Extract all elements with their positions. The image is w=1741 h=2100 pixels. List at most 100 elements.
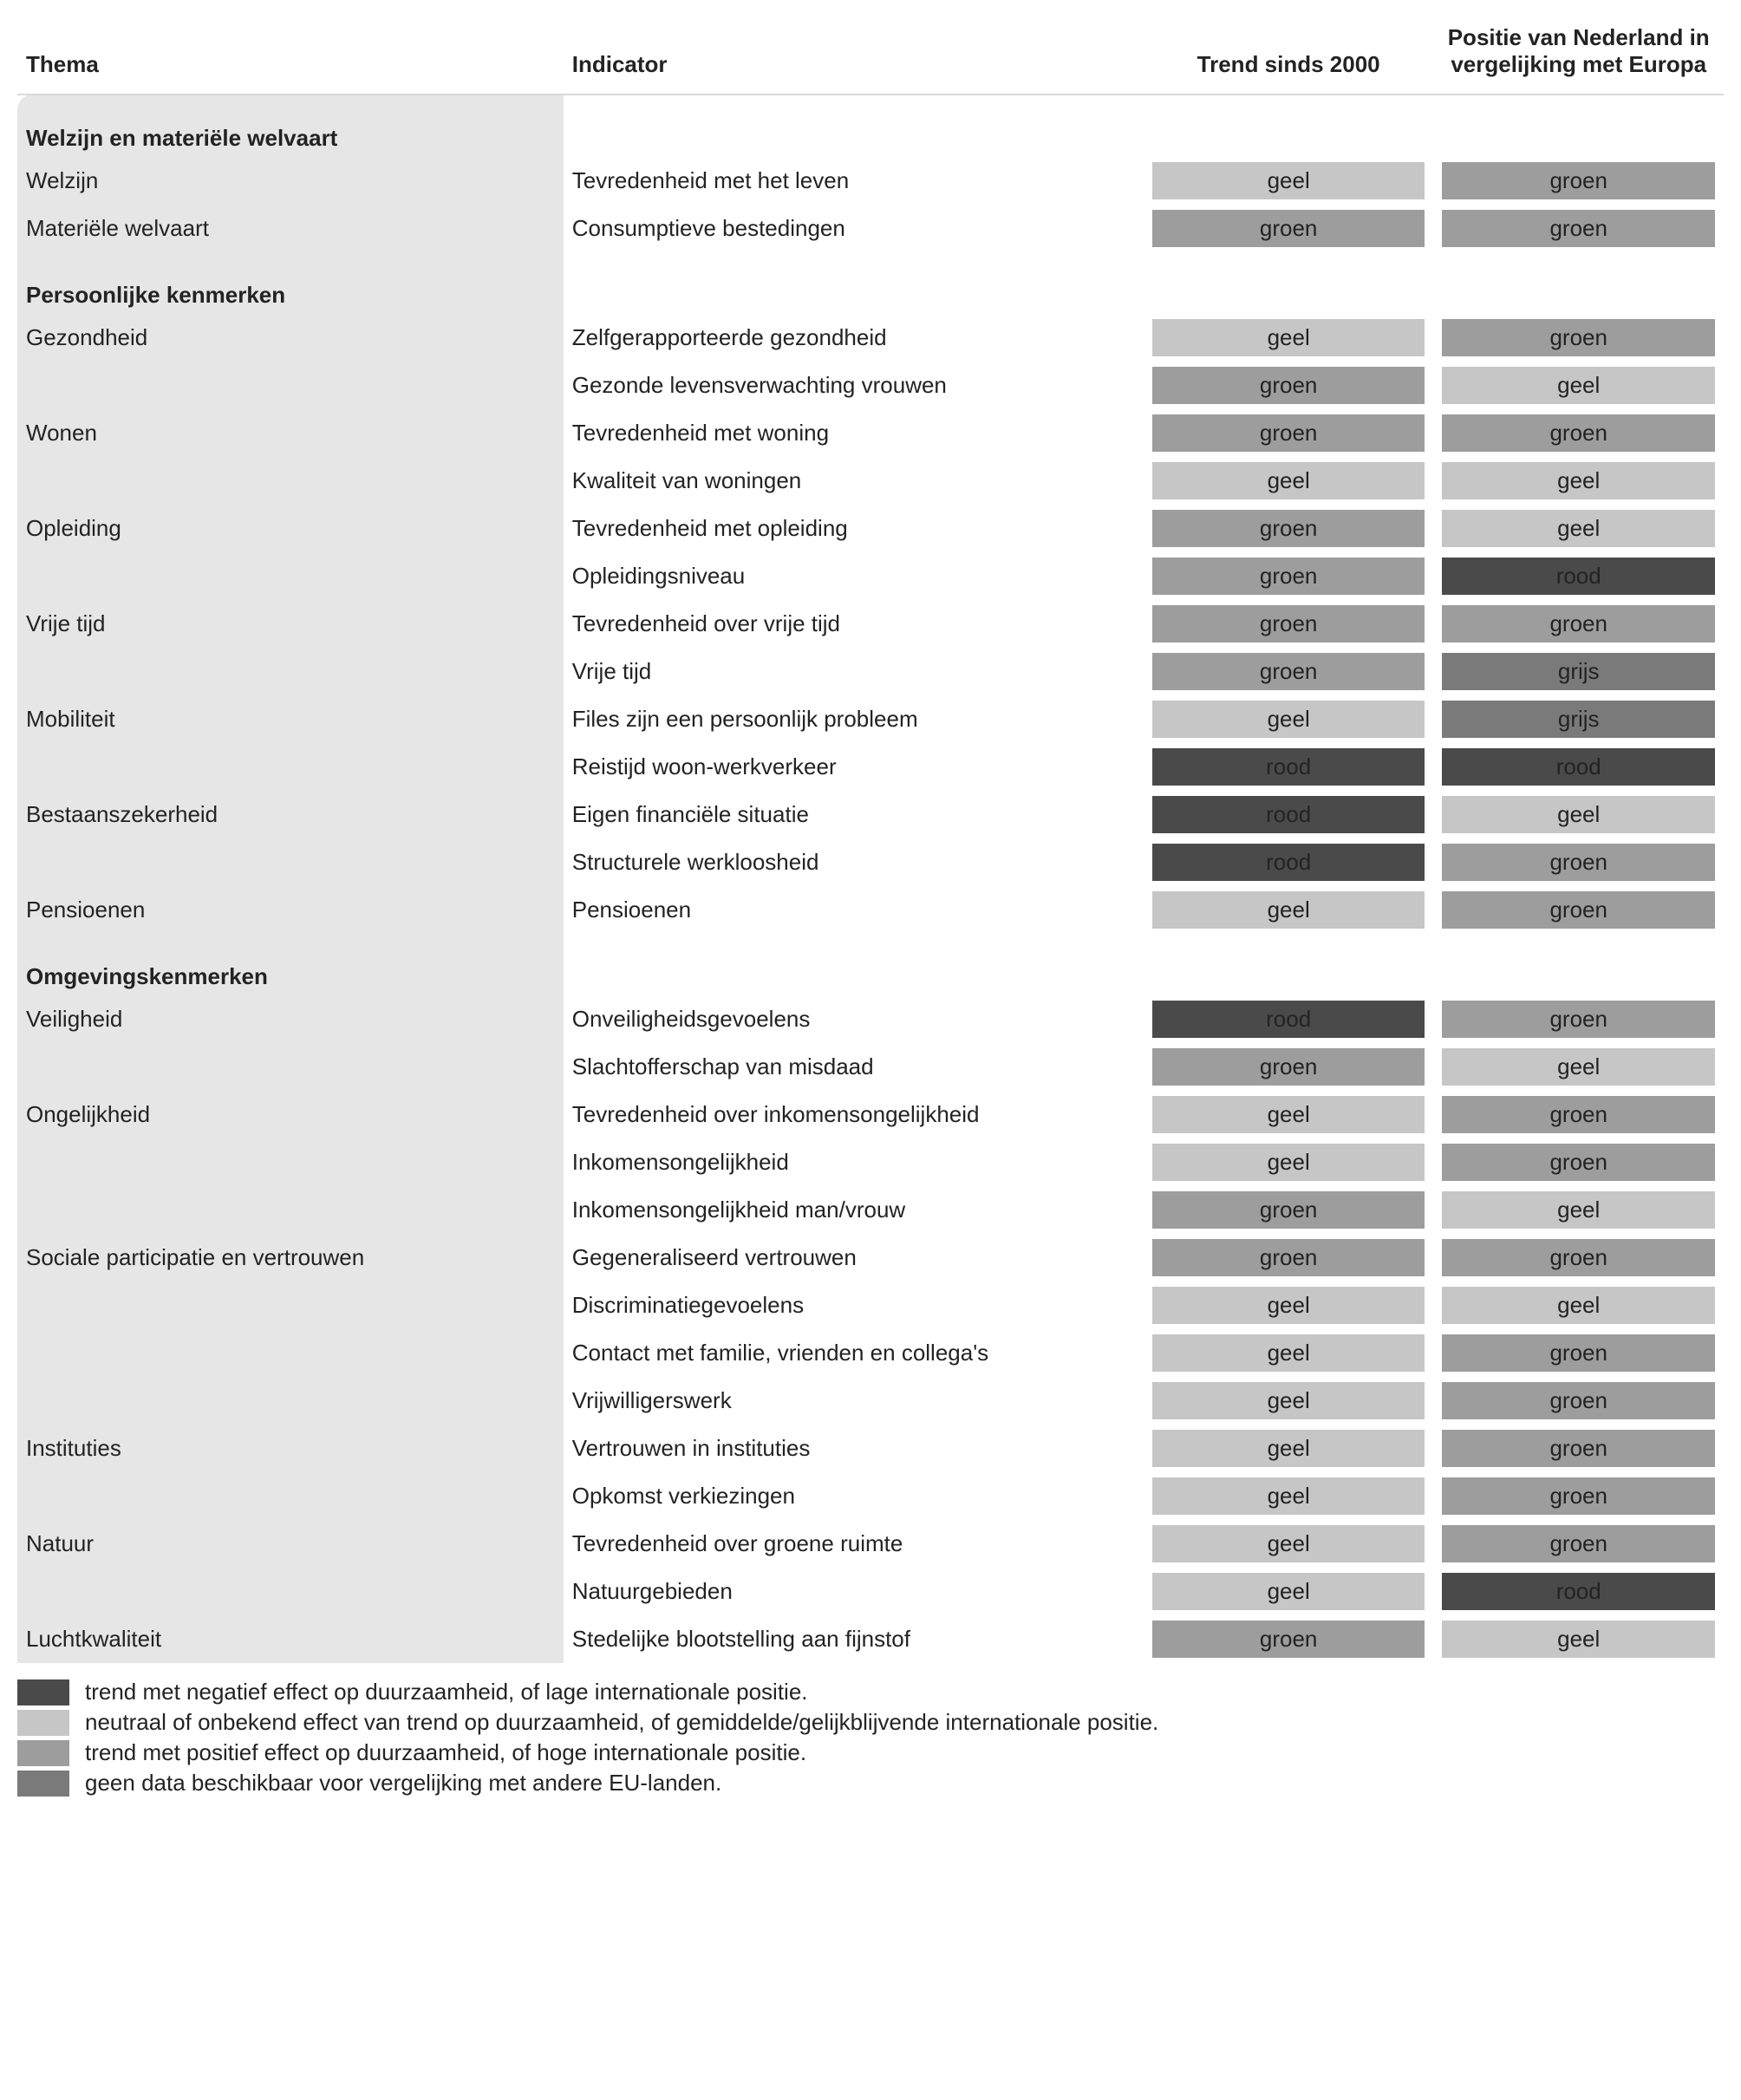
eu-cell: rood: [1433, 743, 1724, 791]
trend-cell: geel: [1144, 1282, 1434, 1329]
trend-cell: rood: [1144, 791, 1434, 838]
legend-row: trend met negatief effect op duurzaamhei…: [17, 1679, 1724, 1705]
eu-cell: groen: [1433, 886, 1724, 934]
trend-cell: groen: [1144, 552, 1434, 600]
thema-cell: Pensioenen: [17, 886, 564, 934]
thema-cell: Luchtkwaliteit: [17, 1615, 564, 1663]
eu-cell: groen: [1433, 1329, 1724, 1377]
indicator-cell: Reistijd woon-werkverkeer: [564, 743, 1144, 791]
indicator-cell: Tevredenheid over vrije tijd: [564, 600, 1144, 648]
trend-cell: rood: [1144, 838, 1434, 886]
thema-cell: Materiële welvaart: [17, 205, 564, 252]
trend-cell: geel: [1144, 157, 1434, 205]
eu-cell: groen: [1433, 157, 1724, 205]
trend-cell: geel: [1144, 886, 1434, 934]
indicator-cell: Files zijn een persoonlijk probleem: [564, 695, 1144, 743]
thema-cell: [17, 1472, 564, 1520]
thema-cell: Bestaanszekerheid: [17, 791, 564, 838]
indicator-cell: Slachtofferschap van misdaad: [564, 1043, 1144, 1091]
eu-cell: geel: [1433, 1043, 1724, 1091]
eu-cell: groen: [1433, 314, 1724, 362]
table-row: OpleidingTevredenheid met opleidinggroen…: [17, 505, 1724, 552]
trend-cell: groen: [1144, 409, 1434, 457]
eu-cell: geel: [1433, 362, 1724, 409]
eu-cell: groen: [1433, 1377, 1724, 1425]
table-row: Inkomensongelijkheid man/vrouwgroengeel: [17, 1186, 1724, 1234]
thema-cell: Vrije tijd: [17, 600, 564, 648]
eu-cell: grijs: [1433, 695, 1724, 743]
indicator-cell: Tevredenheid over inkomensongelijkheid: [564, 1091, 1144, 1138]
eu-cell: groen: [1433, 1472, 1724, 1520]
eu-cell: geel: [1433, 457, 1724, 505]
eu-cell: groen: [1433, 1520, 1724, 1568]
thema-cell: [17, 457, 564, 505]
trend-cell: geel: [1144, 1568, 1434, 1615]
indicator-cell: Tevredenheid met opleiding: [564, 505, 1144, 552]
table-row: LuchtkwaliteitStedelijke blootstelling a…: [17, 1615, 1724, 1663]
trend-cell: groen: [1144, 362, 1434, 409]
table-row: MobiliteitFiles zijn een persoonlijk pro…: [17, 695, 1724, 743]
legend-text: trend met positief effect op duurzaamhei…: [85, 1739, 806, 1766]
indicator-cell: Stedelijke blootstelling aan fijnstof: [564, 1615, 1144, 1663]
table-row: PensioenenPensioenengeelgroen: [17, 886, 1724, 934]
legend-row: neutraal of onbekend effect van trend op…: [17, 1709, 1724, 1736]
indicator-cell: Vrijwilligerswerk: [564, 1377, 1144, 1425]
thema-cell: Instituties: [17, 1425, 564, 1472]
indicator-cell: Vertrouwen in instituties: [564, 1425, 1144, 1472]
table-row: Natuurgebiedengeelrood: [17, 1568, 1724, 1615]
eu-cell: geel: [1433, 505, 1724, 552]
table-row: BestaanszekerheidEigen financiële situat…: [17, 791, 1724, 838]
indicator-cell: Vrije tijd: [564, 648, 1144, 695]
indicator-cell: Tevredenheid over groene ruimte: [564, 1520, 1144, 1568]
eu-cell: geel: [1433, 1615, 1724, 1663]
indicator-cell: Discriminatiegevoelens: [564, 1282, 1144, 1329]
table-row: GezondheidZelfgerapporteerde gezondheid g…: [17, 314, 1724, 362]
trend-cell: groen: [1144, 648, 1434, 695]
trend-cell: geel: [1144, 1091, 1434, 1138]
eu-cell: groen: [1433, 838, 1724, 886]
thema-cell: [17, 1282, 564, 1329]
thema-cell: Gezondheid: [17, 314, 564, 362]
thema-cell: [17, 1329, 564, 1377]
legend-swatch: [17, 1771, 69, 1797]
thema-cell: [17, 1138, 564, 1186]
trend-cell: groen: [1144, 1615, 1434, 1663]
trend-cell: groen: [1144, 600, 1434, 648]
thema-cell: [17, 648, 564, 695]
table-row: Contact met familie, vrienden en collega…: [17, 1329, 1724, 1377]
indicator-cell: Onveiligheidsgevoelens: [564, 995, 1144, 1043]
table-row: Structurele werkloosheidroodgroen: [17, 838, 1724, 886]
eu-cell: geel: [1433, 791, 1724, 838]
indicator-cell: Contact met familie, vrienden en collega…: [564, 1329, 1144, 1377]
legend-swatch: [17, 1740, 69, 1766]
indicator-cell: Tevredenheid met woning: [564, 409, 1144, 457]
indicator-cell: Gegeneraliseerd vertrouwen: [564, 1234, 1144, 1282]
table-row: WelzijnTevredenheid met het levengeelgro…: [17, 157, 1724, 205]
eu-cell: groen: [1433, 1138, 1724, 1186]
table-row: Vrijwilligerswerkgeelgroen: [17, 1377, 1724, 1425]
eu-cell: groen: [1433, 1425, 1724, 1472]
thema-cell: [17, 362, 564, 409]
trend-cell: geel: [1144, 457, 1434, 505]
eu-cell: groen: [1433, 205, 1724, 252]
table-row: Discriminatiegevoelensgeelgeel: [17, 1282, 1724, 1329]
indicator-cell: Inkomensongelijkheid man/vrouw: [564, 1186, 1144, 1234]
trend-cell: groen: [1144, 205, 1434, 252]
legend-text: neutraal of onbekend effect van trend op…: [85, 1709, 1158, 1736]
header-trend: Trend sinds 2000: [1144, 17, 1434, 95]
trend-cell: groen: [1144, 1234, 1434, 1282]
section-title: Welzijn en materiële welvaart: [17, 95, 564, 157]
indicator-cell: Zelfgerapporteerde gezondheid: [564, 314, 1144, 362]
legend-swatch: [17, 1679, 69, 1705]
eu-cell: groen: [1433, 600, 1724, 648]
thema-cell: Opleiding: [17, 505, 564, 552]
trend-cell: geel: [1144, 1520, 1434, 1568]
eu-cell: rood: [1433, 1568, 1724, 1615]
indicator-cell: Pensioenen: [564, 886, 1144, 934]
table-row: Opkomst verkiezingengeelgroen: [17, 1472, 1724, 1520]
indicator-cell: Inkomensongelijkheid: [564, 1138, 1144, 1186]
thema-cell: [17, 1186, 564, 1234]
table-row: Kwaliteit van woningengeelgeel: [17, 457, 1724, 505]
eu-cell: groen: [1433, 409, 1724, 457]
table-row: Gezonde levensverwachting vrouwengroenge…: [17, 362, 1724, 409]
